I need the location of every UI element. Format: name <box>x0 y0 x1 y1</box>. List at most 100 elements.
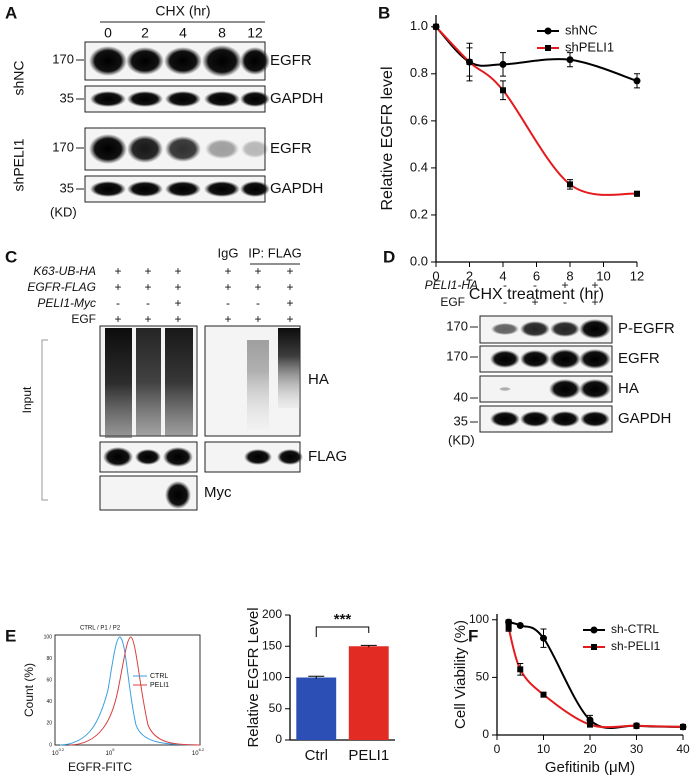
band-label: GAPDH <box>270 180 323 197</box>
x-axis-label: CHX treatment (hr) <box>469 286 604 303</box>
condition-label: EGF <box>440 295 465 309</box>
timepoint: 12 <box>247 25 263 41</box>
panel-label: E <box>5 626 16 645</box>
x-tick-label: 10 <box>596 268 610 283</box>
band-label: EGFR <box>270 52 312 69</box>
lane-sign: + <box>531 295 538 309</box>
y-tick-label: 0 <box>275 732 282 746</box>
lane-sign: + <box>174 264 181 278</box>
marker <box>633 77 641 85</box>
marker <box>516 622 524 630</box>
y-axis-label: Count (%) <box>22 663 36 717</box>
mw-marker: 170 <box>446 348 468 363</box>
blot-a <box>84 21 270 203</box>
bar <box>296 677 337 740</box>
x-tick-label: 6 <box>533 268 540 283</box>
lane-sign: - <box>503 278 507 292</box>
tick-exp: 0.2 <box>59 747 65 752</box>
condition-label: PELI1-HA <box>425 278 478 292</box>
mw-marker: 170 <box>52 51 74 66</box>
series-line <box>508 621 684 729</box>
lane-sign: + <box>591 295 598 309</box>
legend-label: PELI1 <box>150 682 169 689</box>
marker <box>587 721 593 728</box>
timepoint: 2 <box>141 25 149 41</box>
marker <box>517 666 524 673</box>
lane-sign: + <box>286 312 293 326</box>
mw-marker: 35 <box>454 413 468 428</box>
tick-base: 10 <box>52 751 59 757</box>
y-tick-label: 1.0 <box>410 18 428 33</box>
panel-label: D <box>383 247 395 266</box>
lane-sign: + <box>114 312 121 326</box>
treatment-label: CHX (hr) <box>155 3 210 19</box>
x-tick-label: 100.2 <box>52 747 65 757</box>
unit-label: (KD) <box>50 204 77 219</box>
x-axis-label: EGFR-FITC <box>68 760 132 774</box>
y-tick-label: 0.2 <box>410 206 428 221</box>
x-tick-label: 12 <box>630 268 644 283</box>
marker <box>466 59 473 66</box>
mw-marker: 35 <box>60 180 74 195</box>
condition-label: PELI1-Myc <box>37 296 96 310</box>
band-label: GAPDH <box>618 410 671 427</box>
y-tick-label: 60 <box>46 678 52 684</box>
lane-sign: - <box>533 278 537 292</box>
legend-marker <box>591 644 597 650</box>
legend-marker <box>590 626 598 634</box>
y-tick-label: 100 <box>262 670 282 684</box>
marker <box>433 23 439 30</box>
band-label: GAPDH <box>270 90 323 107</box>
error-bar <box>360 644 377 648</box>
timepoint: 4 <box>179 25 187 41</box>
significance-bracket <box>315 626 370 637</box>
x-tick-label: 40 <box>676 742 690 756</box>
legend-marker <box>545 45 551 51</box>
marker <box>499 60 507 68</box>
legend-label: CTRL <box>150 673 168 680</box>
ip-label: IP: FLAG <box>248 245 301 260</box>
marker <box>634 190 640 197</box>
y-tick-label: 200 <box>262 607 282 621</box>
y-tick-label: 100 <box>469 612 489 626</box>
legend-label: sh-PELI1 <box>611 639 661 653</box>
mw-marker: 170 <box>52 139 74 154</box>
x-tick-label: 0 <box>432 268 439 283</box>
lane-sign: - <box>503 295 507 309</box>
series-line <box>507 627 684 729</box>
lane-sign: - <box>563 295 567 309</box>
lane-sign: + <box>254 280 261 294</box>
marker <box>500 87 506 94</box>
timepoint: 0 <box>104 25 112 41</box>
marker <box>540 691 547 698</box>
mw-marker: 35 <box>60 90 74 105</box>
band-label: HA <box>618 380 639 397</box>
lane-sign: + <box>144 280 151 294</box>
unit-label: (KD) <box>448 432 475 447</box>
lane-sign: + <box>286 280 293 294</box>
marker <box>540 634 547 642</box>
igg-label: IgG <box>218 245 239 260</box>
x-tick-label: 30 <box>630 742 644 756</box>
y-tick-label: 20 <box>46 721 52 727</box>
lane-sign: - <box>146 296 150 310</box>
legend-label: shPELI1 <box>565 39 614 54</box>
y-tick-label: 50 <box>269 701 283 715</box>
x-tick-label: 0 <box>494 742 501 756</box>
lane-sign: - <box>256 296 260 310</box>
bar <box>348 646 389 740</box>
lane-sign: - <box>116 296 120 310</box>
error-bar <box>308 675 325 679</box>
y-axis-label: Cell Viability (%) <box>452 620 469 729</box>
x-axis-label: Gefitinib (μM) <box>545 759 635 776</box>
y-tick-label: 40 <box>46 699 52 705</box>
x-tick-label: 4 <box>499 268 506 283</box>
condition-label: EGFR-FLAG <box>27 280 96 294</box>
y-axis-label: Relative EGFR level <box>379 66 396 210</box>
lane-sign: + <box>591 278 598 292</box>
series-line <box>435 26 638 196</box>
y-tick-label: 0.8 <box>410 65 428 80</box>
lane-sign: + <box>114 264 121 278</box>
lane-sign: + <box>254 312 261 326</box>
x-tick-label: PELI1 <box>348 747 389 764</box>
